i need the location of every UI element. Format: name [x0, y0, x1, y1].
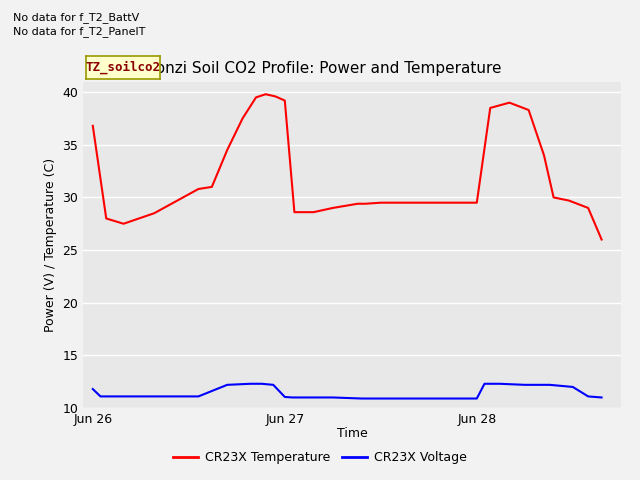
Text: TZ_soilco2: TZ_soilco2 — [86, 61, 161, 74]
Y-axis label: Power (V) / Temperature (C): Power (V) / Temperature (C) — [44, 158, 57, 332]
Text: No data for f_T2_BattV: No data for f_T2_BattV — [13, 12, 139, 23]
Text: No data for f_T2_PanelT: No data for f_T2_PanelT — [13, 26, 145, 37]
Title: Tonzi Soil CO2 Profile: Power and Temperature: Tonzi Soil CO2 Profile: Power and Temper… — [149, 61, 501, 76]
Legend: CR23X Temperature, CR23X Voltage: CR23X Temperature, CR23X Voltage — [168, 446, 472, 469]
X-axis label: Time: Time — [337, 427, 367, 440]
